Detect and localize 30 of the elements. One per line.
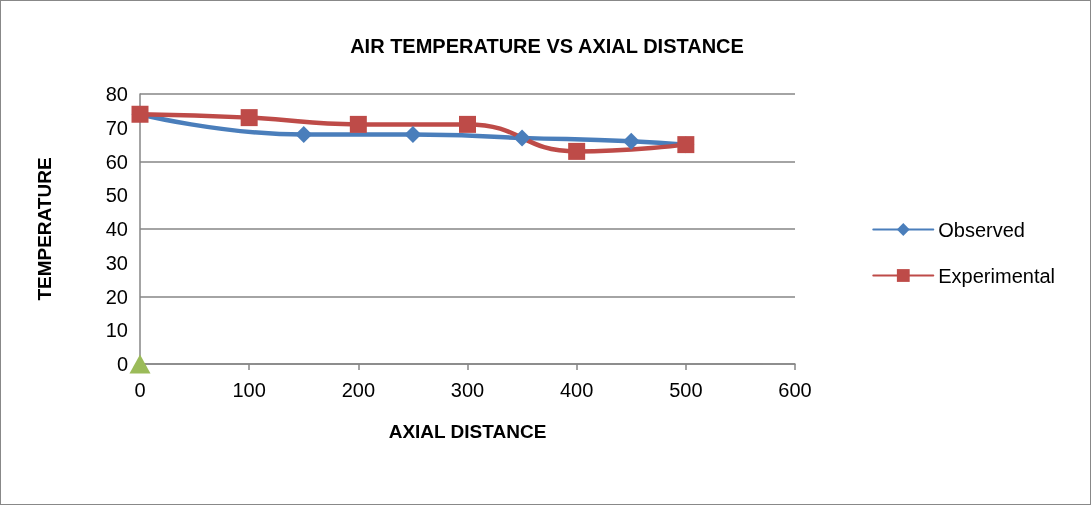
y-tick-label: 70 xyxy=(105,116,128,139)
x-tick-label: 400 xyxy=(559,379,594,401)
point xyxy=(568,142,586,160)
point xyxy=(349,115,367,133)
x-axis-title: AXIAL DISTANCE xyxy=(388,421,547,442)
x-tick-label: 300 xyxy=(450,379,485,401)
x-tick-label: 500 xyxy=(669,379,703,401)
point xyxy=(240,109,258,127)
legend-label: Observed xyxy=(938,218,1025,241)
y-tick-label: 40 xyxy=(105,218,128,240)
x-tick-label: 200 xyxy=(341,379,376,401)
y-tick-label: 60 xyxy=(105,150,128,173)
y-tick-label: 80 xyxy=(105,83,128,105)
point xyxy=(459,115,476,133)
x-tick-label: 0 xyxy=(134,379,146,401)
x-tick-label: 600 xyxy=(778,379,812,401)
y-tick-label: 50 xyxy=(105,184,128,207)
y-tick-label: 30 xyxy=(105,251,128,274)
x-tick-label: 100 xyxy=(232,379,266,401)
legend-label: Experimental xyxy=(938,264,1055,287)
y-tick-label: 10 xyxy=(105,319,128,342)
point xyxy=(622,132,640,150)
point xyxy=(404,126,422,143)
y-tick-label: 20 xyxy=(105,285,128,308)
point xyxy=(513,129,531,147)
point xyxy=(295,126,313,143)
point xyxy=(129,354,151,374)
chart-title: AIR TEMPERATURE VS AXIAL DISTANCE xyxy=(350,35,744,57)
y-tick-label: 0 xyxy=(116,353,128,375)
y-axis-title: TEMPERATURE xyxy=(34,157,55,301)
